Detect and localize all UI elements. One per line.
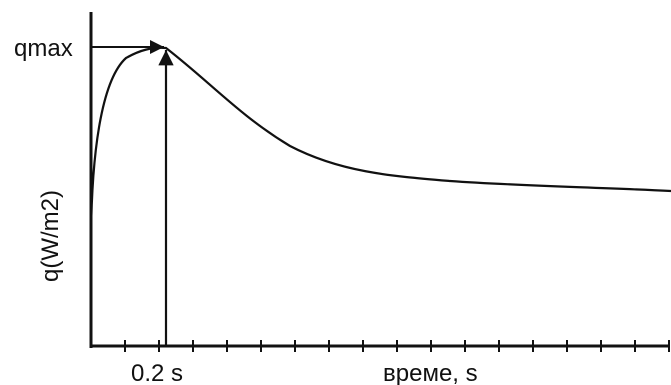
qmax-label: qmax xyxy=(14,35,73,62)
heat-flux-curve xyxy=(89,46,671,237)
x-axis-ticks xyxy=(124,340,670,352)
x-axis-label: време, s xyxy=(383,360,478,385)
peak-time-label: 0.2 s xyxy=(131,360,183,385)
y-axis-label: q(W/m2) xyxy=(37,190,64,282)
